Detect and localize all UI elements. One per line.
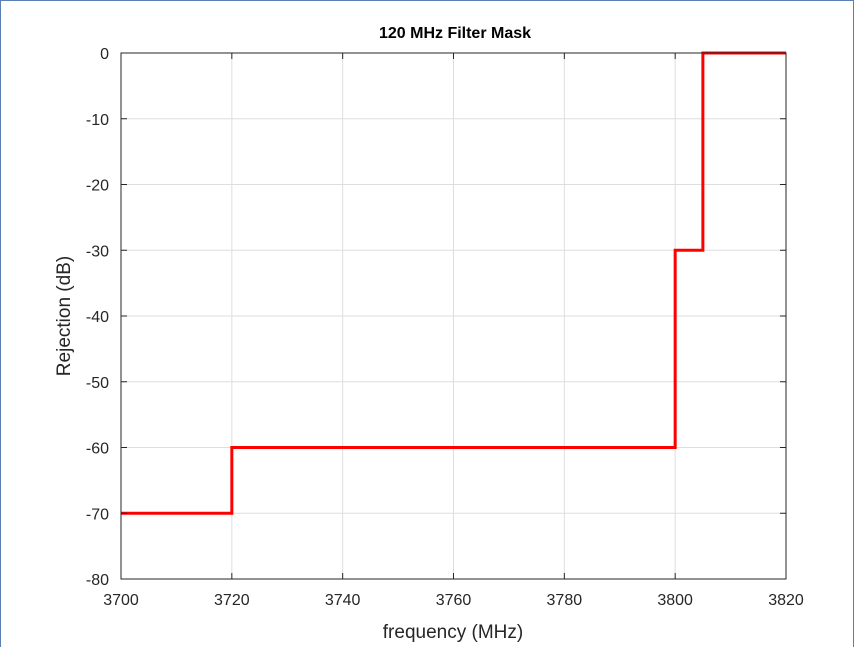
y-tick-label: -30 (86, 243, 109, 260)
y-tick-label: -40 (86, 309, 109, 326)
y-tick-label: -10 (86, 112, 109, 129)
x-tick-label: 3720 (214, 592, 250, 609)
y-tick-label: -70 (86, 506, 109, 523)
y-ticks: 0 -10 -20 -30 -40 -50 -60 -70 -80 (86, 46, 786, 589)
series-layer (121, 51, 786, 515)
x-tick-label: 3760 (436, 592, 472, 609)
x-tick-label: 3700 (103, 592, 139, 609)
x-tick-label: 3740 (325, 592, 361, 609)
y-axis-label: Rejection (dB) (54, 256, 75, 376)
y-tick-label: -80 (86, 572, 109, 589)
y-tick-label: -50 (86, 375, 109, 392)
y-tick-label: 0 (100, 46, 109, 63)
y-tick-label: -60 (86, 441, 109, 458)
x-ticks: 3700 3720 3740 3760 3780 3800 3820 (103, 53, 804, 609)
x-tick-label: 3800 (657, 592, 693, 609)
x-tick-label: 3780 (547, 592, 583, 609)
chart-title: 120 MHz Filter Mask (379, 25, 531, 42)
y-tick-label: -20 (86, 178, 109, 195)
x-axis-label: frequency (MHz) (383, 622, 523, 643)
series-line (121, 51, 786, 515)
x-tick-label: 3820 (768, 592, 804, 609)
